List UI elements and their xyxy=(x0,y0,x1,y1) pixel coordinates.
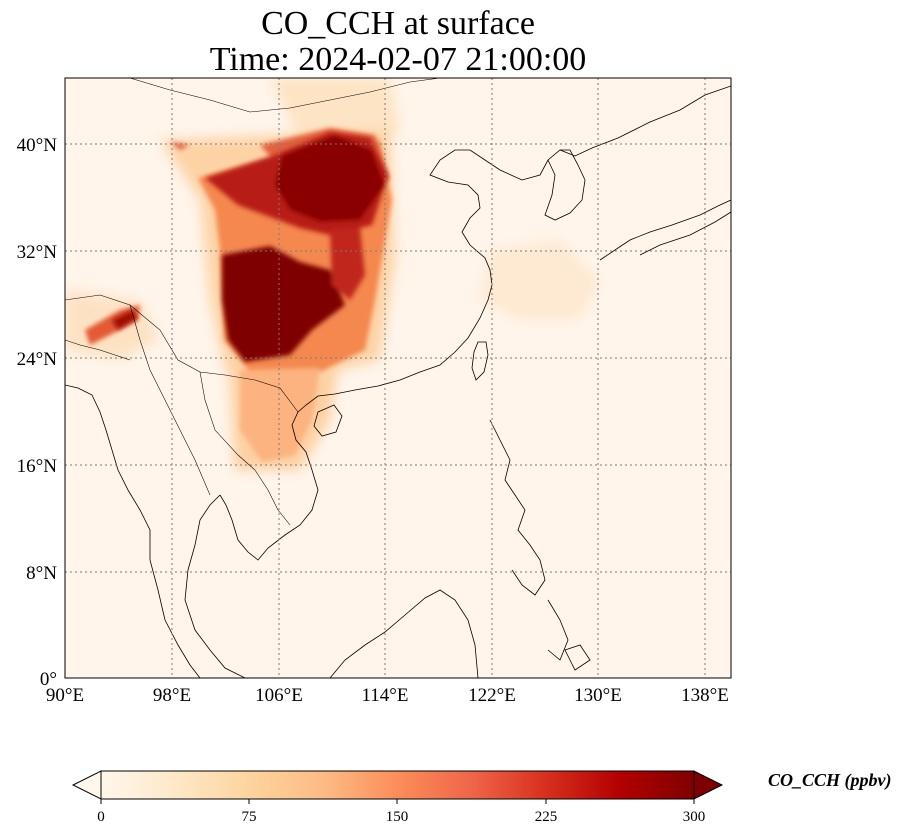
philippines-coast xyxy=(489,419,569,661)
border-thailand xyxy=(129,304,211,496)
map-title: CO_CCH at surface xyxy=(261,5,535,42)
border-north xyxy=(129,78,441,113)
lat-tick: 0° xyxy=(40,669,57,690)
taiwan-coast xyxy=(471,341,489,381)
lat-tick: 24°N xyxy=(17,349,58,370)
map-background xyxy=(65,78,731,678)
colorbar-label: CO_CCH (ppbv) xyxy=(768,770,892,790)
map-frame xyxy=(64,77,732,679)
lon-tick: 90°E xyxy=(46,685,84,706)
korea-coast xyxy=(544,149,586,221)
lat-tick: 8°N xyxy=(26,563,57,584)
concentration-field xyxy=(65,78,600,470)
colorbar-extend-max xyxy=(693,770,724,800)
lon-tick: 114°E xyxy=(362,685,409,706)
colorbar-tick-label: 225 xyxy=(535,809,558,825)
colorbar-tick-label: 75 xyxy=(242,809,257,825)
map-time-subtitle: Time: 2024-02-07 21:00:00 xyxy=(209,41,587,78)
hainan-coast xyxy=(313,404,343,437)
lon-tick-labels: 90°E 98°E 106°E 114°E 122°E 130°E 138°E xyxy=(46,685,729,706)
border-myanmar-india xyxy=(65,339,131,361)
border-laos-vietnam xyxy=(199,371,291,526)
plume-core-west xyxy=(112,310,138,330)
lat-tick: 32°N xyxy=(17,242,58,263)
map-panel xyxy=(64,77,732,679)
plume-south-tail xyxy=(240,368,320,462)
gulf-thailand-coast xyxy=(184,494,246,678)
indonesia-coast xyxy=(564,644,591,671)
lat-tick-labels: 0° 8°N 16°N 24°N 32°N 40°N xyxy=(17,135,58,690)
colorbar-tick-label: 0 xyxy=(97,809,105,825)
japan-coast xyxy=(599,199,731,261)
colorbar-tick-label: 150 xyxy=(386,809,409,825)
china-coastline xyxy=(297,85,731,413)
colorbar-gradient xyxy=(101,771,694,799)
malay-coast xyxy=(149,559,201,678)
gridlines xyxy=(65,78,731,678)
plume-haze-east xyxy=(480,240,600,320)
plume-core-main xyxy=(222,246,345,362)
lon-tick: 138°E xyxy=(681,685,729,706)
colorbar-extend-min xyxy=(71,770,102,800)
borneo-coast xyxy=(329,589,479,678)
lon-tick: 106°E xyxy=(255,685,303,706)
country-borders xyxy=(65,78,441,526)
lat-tick: 40°N xyxy=(17,135,58,156)
plume-core-patch xyxy=(330,228,365,300)
myanmar-coast xyxy=(65,384,151,560)
plume-core-north-dark xyxy=(275,135,385,222)
colorbar: 0 75 150 225 300 xyxy=(71,770,724,825)
lon-tick: 130°E xyxy=(574,685,622,706)
coastlines xyxy=(65,85,731,678)
indochina-coast xyxy=(219,411,319,561)
colorbar-tick-label: 300 xyxy=(683,809,706,825)
lon-tick: 122°E xyxy=(468,685,516,706)
lat-tick: 16°N xyxy=(17,456,58,477)
lon-tick: 98°E xyxy=(153,685,191,706)
border-south-china xyxy=(65,294,299,413)
